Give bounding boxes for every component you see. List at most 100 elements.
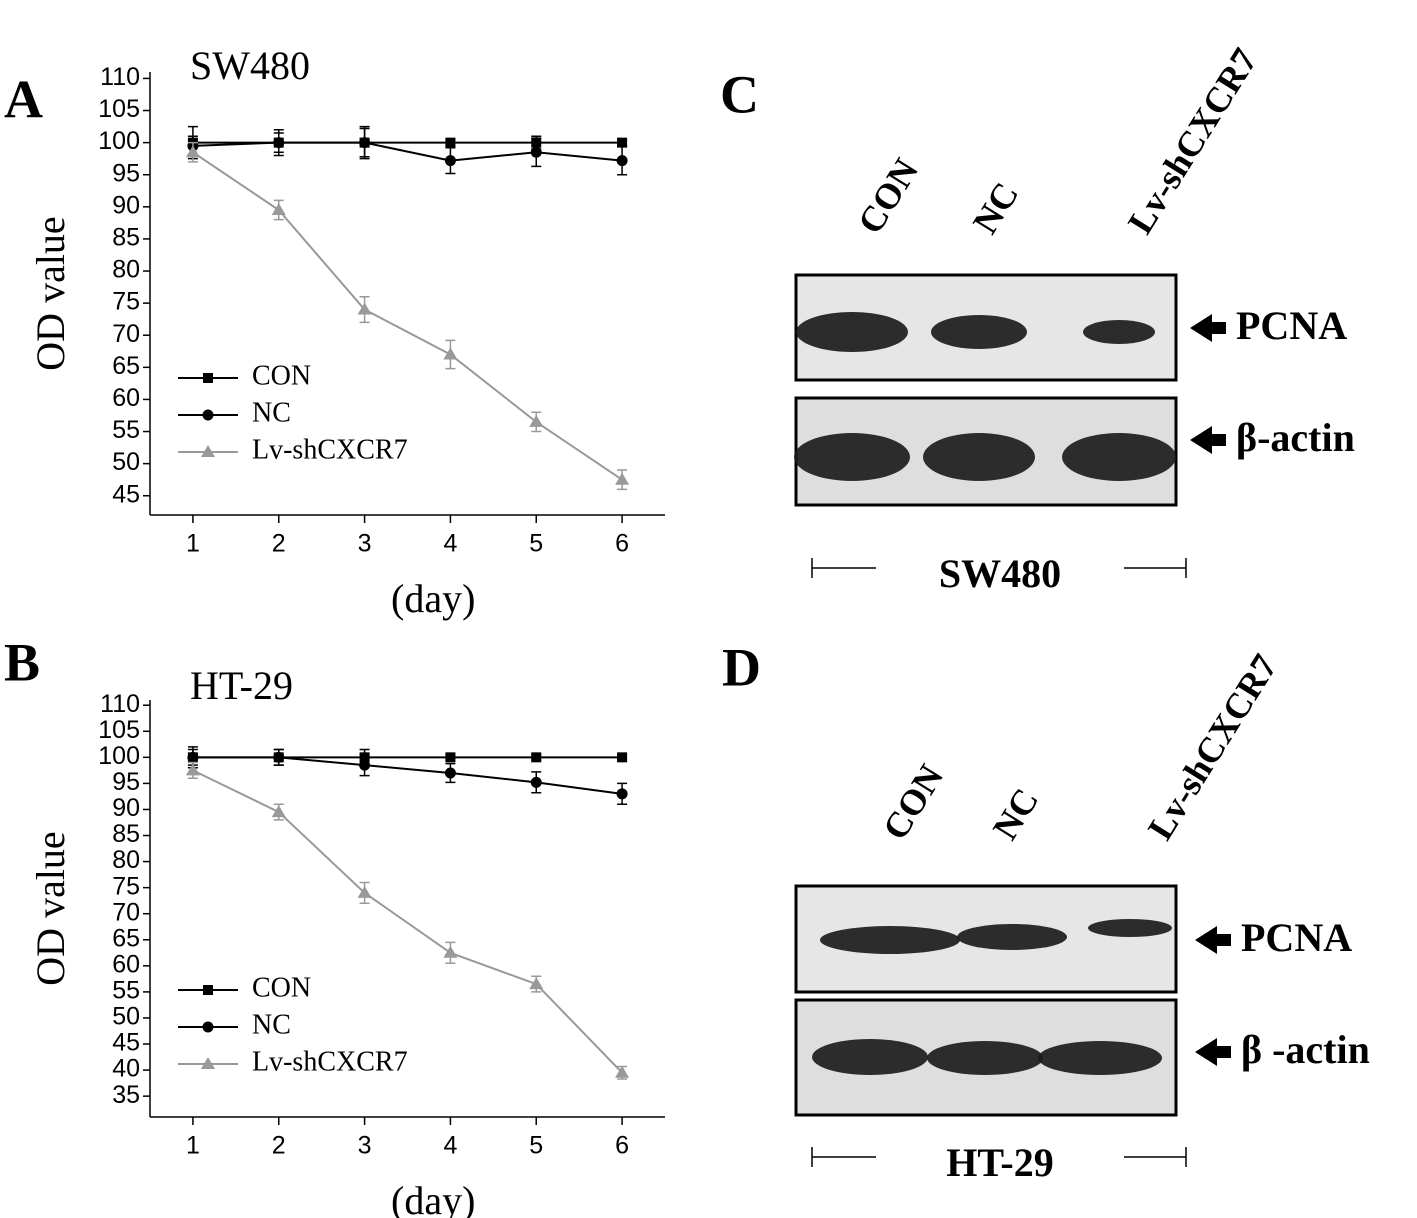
x-tick-label: 3: [358, 530, 372, 558]
marker-triangle: [443, 347, 458, 360]
y-tick-label: 60: [112, 384, 140, 412]
y-tick-label: 70: [112, 898, 140, 926]
marker-square: [203, 373, 213, 383]
marker-triangle: [615, 472, 630, 485]
marker-circle: [616, 788, 628, 800]
x-axis-label: (day): [391, 1178, 475, 1218]
blot-band: [794, 433, 910, 481]
y-tick-label: 55: [112, 416, 140, 444]
marker-circle: [273, 137, 285, 149]
y-tick-label: 40: [112, 1055, 140, 1083]
x-tick-label: 5: [529, 530, 543, 558]
series: [185, 141, 630, 491]
x-tick-label: 6: [615, 1132, 629, 1160]
y-tick-label: 105: [98, 95, 140, 123]
series: [187, 748, 628, 805]
series-line: [192, 769, 623, 1074]
band-label: PCNA: [1236, 303, 1347, 348]
legend-label: NC: [252, 1009, 291, 1040]
panel-label: B: [4, 632, 40, 692]
marker-triangle: [615, 1065, 630, 1078]
x-tick-label: 2: [272, 1132, 286, 1160]
marker-circle: [359, 137, 371, 149]
bracket: [811, 1147, 1187, 1167]
marker-triangle: [185, 145, 200, 158]
y-tick-label: 110: [100, 690, 140, 718]
marker-triangle: [357, 885, 372, 898]
y-tick-label: 45: [112, 480, 140, 508]
panel-label: A: [4, 69, 43, 129]
bracket: [811, 558, 1187, 578]
lane-label: CON: [850, 152, 926, 241]
marker-triangle: [357, 302, 372, 315]
panel-label: C: [720, 64, 759, 124]
marker-circle: [359, 759, 371, 771]
marker-square: [445, 137, 456, 148]
cell-line-label: SW480: [939, 551, 1061, 596]
lane-label: Lv-shCXCR7: [1120, 41, 1265, 240]
series-line: [192, 756, 623, 795]
marker-triangle: [271, 203, 286, 216]
lane-label: Lv-shCXCR7: [1140, 647, 1285, 846]
chart-title: SW480: [190, 43, 310, 88]
x-tick-label: 6: [615, 530, 629, 558]
legend-label: Lv-shCXCR7: [252, 1046, 408, 1077]
marker-circle: [202, 409, 214, 421]
y-tick-label: 105: [98, 716, 140, 744]
legend-label: NC: [252, 397, 291, 428]
marker-circle: [444, 155, 456, 167]
y-tick-label: 65: [112, 352, 140, 380]
legend-label: CON: [252, 360, 311, 391]
marker-triangle: [529, 414, 544, 427]
marker-triangle: [529, 977, 544, 990]
y-tick-label: 75: [112, 872, 140, 900]
legend-label: Lv-shCXCR7: [252, 434, 408, 465]
x-tick-label: 5: [529, 1132, 543, 1160]
series-line: [192, 151, 623, 481]
blot-band: [820, 926, 960, 954]
marker-triangle: [271, 805, 286, 818]
arrow: [1195, 926, 1231, 954]
blot-band: [957, 924, 1067, 950]
band-label: PCNA: [1241, 915, 1352, 960]
series-line: [192, 141, 623, 162]
x-axis-label: (day): [391, 576, 475, 621]
y-axis-label: OD value: [28, 831, 73, 985]
y-tick-label: 45: [112, 1029, 140, 1057]
y-tick-label: 60: [112, 950, 140, 978]
marker-circle: [530, 146, 542, 158]
arrow: [1195, 1038, 1231, 1066]
band-label: β -actin: [1241, 1027, 1370, 1072]
blot-band: [927, 1041, 1043, 1075]
marker-circle: [616, 155, 628, 167]
marker-square: [617, 752, 628, 763]
y-axis-label: OD value: [28, 216, 73, 370]
marker-triangle: [185, 763, 200, 776]
y-tick-label: 65: [112, 924, 140, 952]
y-tick-label: 35: [112, 1081, 140, 1109]
y-tick-label: 85: [112, 820, 140, 848]
x-tick-label: 1: [186, 530, 200, 558]
marker-triangle: [201, 445, 215, 457]
blot-band: [923, 433, 1035, 481]
blot-band: [1088, 919, 1172, 937]
y-tick-label: 50: [112, 448, 140, 476]
marker-square: [445, 752, 456, 763]
y-tick-label: 90: [112, 794, 140, 822]
y-tick-label: 95: [112, 768, 140, 796]
x-tick-label: 3: [358, 1132, 372, 1160]
y-tick-label: 85: [112, 224, 140, 252]
blot-band: [1038, 1041, 1162, 1075]
marker-triangle: [443, 945, 458, 958]
blot-band: [812, 1039, 928, 1075]
y-tick-label: 100: [98, 742, 140, 770]
series: [185, 761, 630, 1080]
series: [187, 125, 628, 176]
x-tick-label: 4: [443, 530, 457, 558]
marker-square: [617, 137, 628, 148]
marker-circle: [187, 751, 199, 763]
legend-label: CON: [252, 972, 311, 1003]
y-tick-label: 90: [112, 191, 140, 219]
marker-circle: [202, 1021, 214, 1033]
